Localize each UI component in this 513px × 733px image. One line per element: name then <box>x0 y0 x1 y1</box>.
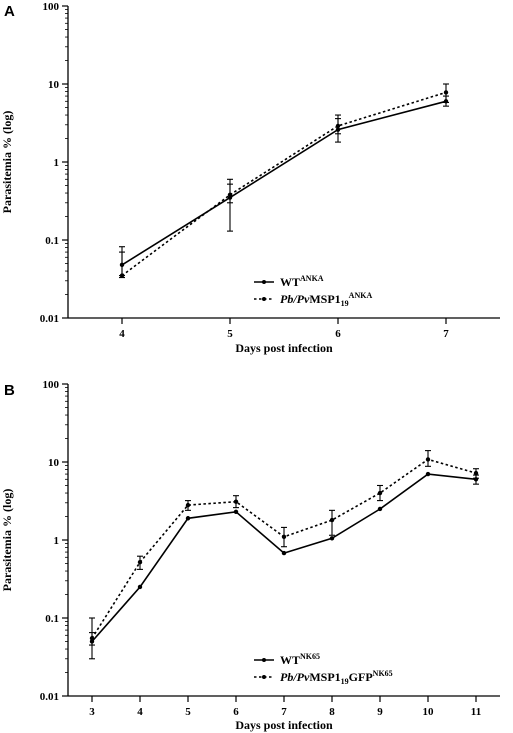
x-tick-label: 9 <box>377 706 383 718</box>
legend-marker <box>262 658 266 662</box>
x-axis-title: Days post infection <box>235 341 333 355</box>
x-tick-label: 3 <box>89 706 95 718</box>
x-tick-label: 5 <box>185 706 191 718</box>
y-tick-label: 1 <box>54 157 60 169</box>
series-2 <box>89 450 479 646</box>
series-1 <box>119 95 449 277</box>
data-point <box>185 516 191 521</box>
y-axis-title: Parasitemia % (log) <box>0 111 14 214</box>
data-point <box>473 470 479 476</box>
data-point <box>233 509 239 514</box>
data-point <box>119 273 125 278</box>
data-point <box>443 90 449 95</box>
x-tick-label: 6 <box>335 328 341 340</box>
data-point <box>329 536 335 541</box>
legend-marker <box>262 280 266 284</box>
data-point <box>425 471 431 477</box>
data-point <box>281 550 287 556</box>
panel-letter: B <box>4 382 15 399</box>
data-point <box>329 517 335 523</box>
panel-letter: A <box>4 3 15 20</box>
data-point <box>377 490 383 496</box>
x-tick-label: 4 <box>119 328 125 340</box>
y-tick-label: 0.1 <box>45 613 59 625</box>
legend-entry-2: Pb/PvMSP119GFPNK65 <box>280 669 393 686</box>
data-point <box>89 636 95 641</box>
y-axis-title: Parasitemia % (log) <box>0 489 14 592</box>
data-point <box>185 502 191 508</box>
series-line <box>91 458 477 639</box>
x-tick-label: 7 <box>281 706 287 718</box>
x-axis-title: Days post infection <box>235 718 333 732</box>
series-line <box>121 91 447 277</box>
y-tick-label: 100 <box>43 379 60 391</box>
x-tick-label: 11 <box>471 706 481 718</box>
series-line <box>91 473 477 643</box>
legend-marker <box>262 297 266 301</box>
y-tick-label: 0.01 <box>40 313 59 325</box>
data-point <box>377 506 383 512</box>
data-point <box>137 584 143 590</box>
y-tick-label: 0.1 <box>45 235 59 247</box>
y-tick-label: 10 <box>48 457 60 469</box>
y-tick-label: 0.01 <box>40 691 59 703</box>
series-2 <box>119 83 449 279</box>
x-tick-label: 4 <box>137 706 143 718</box>
chart-panel-a: A 0.01 0.1 1 10 100 4 5 6 7 Days post infection Par… <box>0 1 500 355</box>
legend-marker <box>262 675 266 679</box>
y-tick-label: 1 <box>54 535 60 547</box>
y-tick-label: 100 <box>43 1 60 13</box>
x-tick-label: 5 <box>227 328 233 340</box>
data-point <box>233 499 239 504</box>
chart-panel-b: B 0.01 0.1 1 10 100 3 4 5 6 7 8 9 10 11 Days post infec… <box>0 379 500 732</box>
series-1 <box>89 471 479 660</box>
data-point <box>281 534 287 539</box>
legend-entry-1: WTNK65 <box>280 652 320 667</box>
legend-entry-2: Pb/PvMSP119ANKA <box>280 291 372 308</box>
x-tick-label: 7 <box>443 328 449 340</box>
y-tick-label: 10 <box>48 79 60 91</box>
data-point <box>227 192 233 197</box>
series-line <box>121 100 447 266</box>
x-tick-label: 8 <box>329 706 335 718</box>
x-tick-label: 6 <box>233 706 239 718</box>
data-point <box>335 123 341 129</box>
data-point <box>137 559 143 565</box>
data-point <box>425 457 431 462</box>
legend-entry-1: WTANKA <box>280 274 324 289</box>
x-tick-label: 10 <box>423 706 435 718</box>
